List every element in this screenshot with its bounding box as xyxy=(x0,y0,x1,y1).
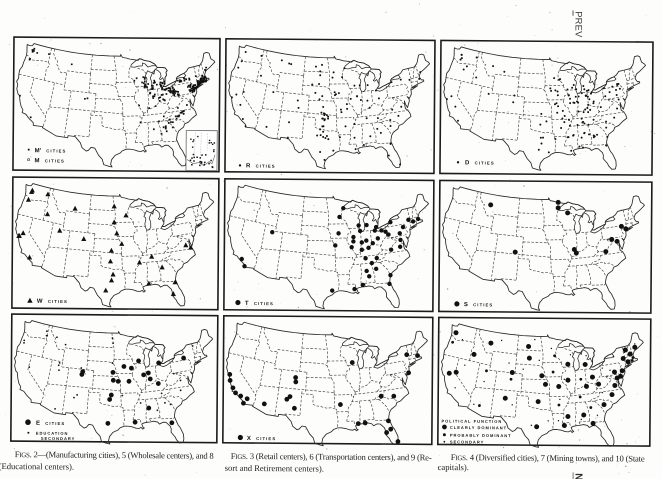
svg-text:sort and Retirement centers).: sort and Retirement centers). xyxy=(225,463,324,474)
svg-text:FIGS. 3 (Retail centers), 6 (T: FIGS. 3 (Retail centers), 6 (Transportat… xyxy=(231,451,432,463)
svg-text:FIGS. 4 (Diversified cities),: FIGS. 4 (Diversified cities), 7 (Mining … xyxy=(451,452,645,464)
svg-text:W CITIES: W CITIES xyxy=(37,299,68,305)
svg-text:M CITIES: M CITIES xyxy=(35,158,65,164)
svg-text:X CITIES: X CITIES xyxy=(247,436,276,442)
svg-text:N: N xyxy=(573,473,584,479)
svg-text:SECONDARY: SECONDARY xyxy=(450,439,484,444)
svg-text:capitals).: capitals). xyxy=(438,462,469,472)
svg-text:D CITIES: D CITIES xyxy=(465,160,495,166)
svg-text:(Educational centers).: (Educational centers). xyxy=(0,461,74,472)
svg-text:M′ CITIES: M′ CITIES xyxy=(35,148,67,154)
svg-text:FIGS. 2—(Manufacturing cities): FIGS. 2—(Manufacturing cities), 5 (Whole… xyxy=(15,449,214,461)
svg-text:S CITIES: S CITIES xyxy=(464,302,493,308)
svg-text:E CITIES: E CITIES xyxy=(36,421,65,427)
svg-text:SECONDARY: SECONDARY xyxy=(41,436,75,441)
svg-text:R CITIES: R CITIES xyxy=(246,163,276,169)
svg-text:CLEARLY DOMINANT: CLEARLY DOMINANT xyxy=(450,425,507,430)
svg-text:PREV: PREV xyxy=(574,11,584,38)
svg-text:POLITICAL FUNCTION: POLITICAL FUNCTION xyxy=(441,418,502,423)
svg-text:PROBABLY DOMINANT: PROBABLY DOMINANT xyxy=(450,433,512,438)
svg-text:T CITIES: T CITIES xyxy=(245,301,274,307)
svg-text:EDUCATION: EDUCATION xyxy=(36,431,69,436)
